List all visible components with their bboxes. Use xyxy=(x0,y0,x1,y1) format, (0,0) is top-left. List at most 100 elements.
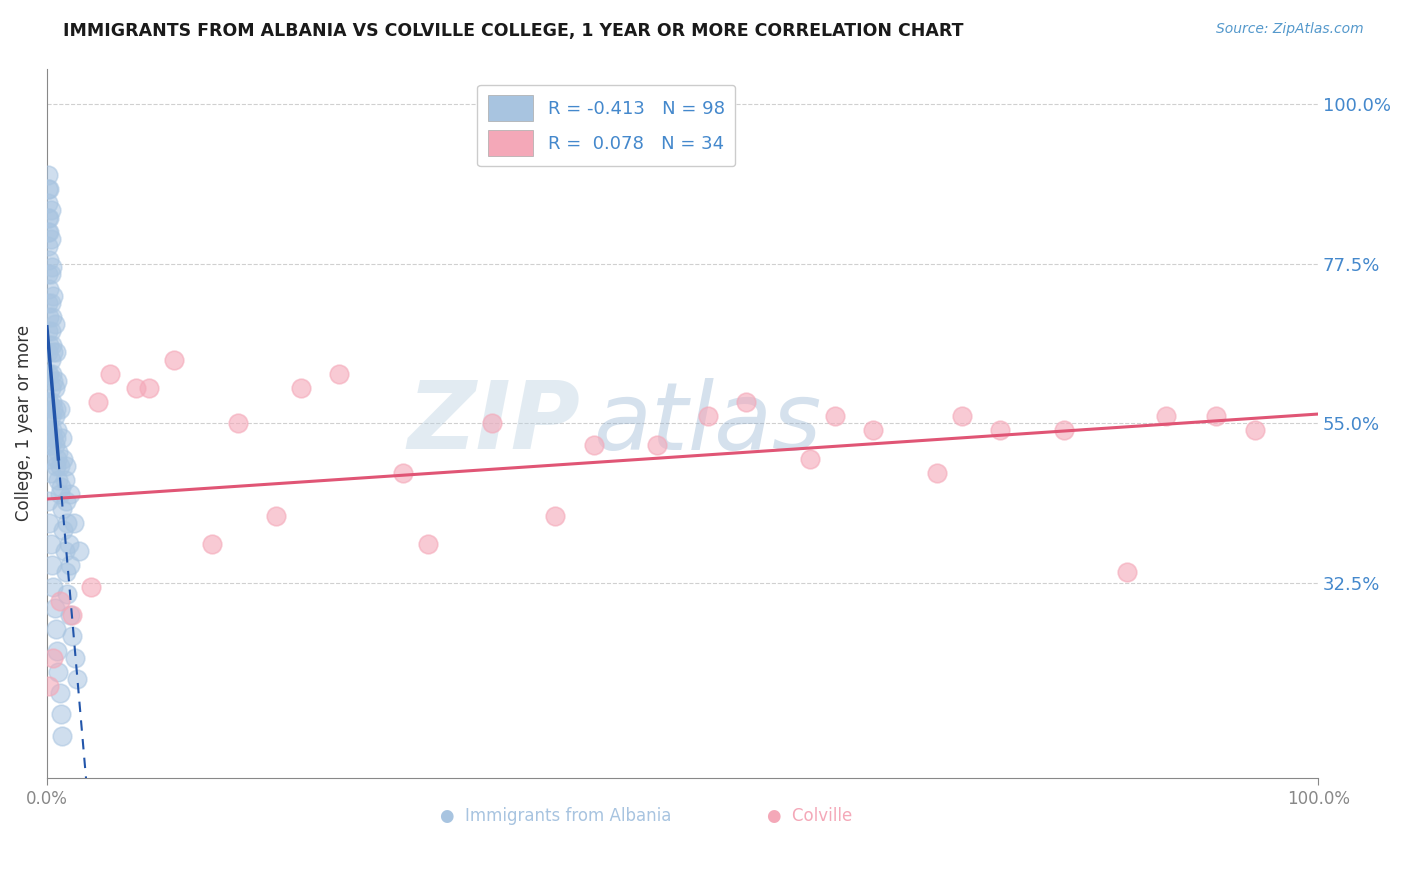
Point xyxy=(38,424,60,438)
Point xyxy=(37,182,59,196)
Point xyxy=(39,537,62,551)
Point xyxy=(1243,424,1265,438)
Point xyxy=(39,409,62,424)
Point xyxy=(49,707,72,722)
Point xyxy=(163,352,186,367)
Point xyxy=(55,566,77,580)
Point xyxy=(38,679,60,693)
Point xyxy=(39,295,62,310)
Point xyxy=(697,409,720,424)
Y-axis label: College, 1 year or more: College, 1 year or more xyxy=(15,326,32,522)
Point xyxy=(58,537,80,551)
Point xyxy=(48,594,70,608)
Point xyxy=(38,182,60,196)
Point xyxy=(53,473,76,487)
Point xyxy=(42,374,65,388)
Point xyxy=(44,317,66,331)
Point xyxy=(100,367,122,381)
Point xyxy=(37,168,59,182)
Point xyxy=(37,239,59,253)
Point xyxy=(44,601,66,615)
Point xyxy=(48,686,70,700)
Point xyxy=(41,558,63,573)
Point xyxy=(42,402,65,417)
Point xyxy=(87,395,110,409)
Point xyxy=(38,225,60,239)
Point xyxy=(63,650,86,665)
Point xyxy=(201,537,224,551)
Point xyxy=(51,501,73,516)
Point xyxy=(481,417,503,431)
Point xyxy=(48,402,70,417)
Point xyxy=(544,508,567,523)
Point xyxy=(125,381,148,395)
Point xyxy=(45,402,67,417)
Point xyxy=(46,424,69,438)
Point xyxy=(39,268,62,282)
Point xyxy=(925,466,948,480)
Point xyxy=(582,438,605,452)
Text: Source: ZipAtlas.com: Source: ZipAtlas.com xyxy=(1216,22,1364,37)
Point xyxy=(37,268,59,282)
Point xyxy=(45,622,67,636)
Point xyxy=(38,451,60,466)
Point xyxy=(60,629,83,643)
Point xyxy=(39,232,62,246)
Point xyxy=(39,381,62,395)
Point xyxy=(38,310,60,324)
Point xyxy=(45,431,67,445)
Point xyxy=(42,288,65,302)
Point xyxy=(52,451,75,466)
Point xyxy=(38,281,60,295)
Point xyxy=(48,487,70,501)
Point xyxy=(55,458,77,473)
Point xyxy=(328,367,350,381)
Point xyxy=(862,424,884,438)
Point xyxy=(46,444,69,458)
Point xyxy=(39,324,62,338)
Point xyxy=(799,451,821,466)
Point xyxy=(59,487,82,501)
Point xyxy=(38,438,60,452)
Point xyxy=(645,438,668,452)
Point xyxy=(39,352,62,367)
Point xyxy=(41,424,63,438)
Point xyxy=(37,424,59,438)
Text: ●  Colville: ● Colville xyxy=(768,807,852,825)
Point xyxy=(38,338,60,352)
Point xyxy=(226,417,249,431)
Point xyxy=(824,409,846,424)
Point xyxy=(41,367,63,381)
Point xyxy=(46,473,69,487)
Point xyxy=(37,417,59,431)
Point xyxy=(138,381,160,395)
Point xyxy=(49,480,72,494)
Point xyxy=(39,438,62,452)
Point xyxy=(38,395,60,409)
Point xyxy=(1154,409,1177,424)
Point xyxy=(42,431,65,445)
Point xyxy=(37,395,59,409)
Point xyxy=(37,196,59,211)
Point xyxy=(62,516,84,530)
Point xyxy=(1205,409,1227,424)
Point xyxy=(56,516,79,530)
Point xyxy=(48,458,70,473)
Point xyxy=(46,451,69,466)
Point xyxy=(41,395,63,409)
Point xyxy=(37,295,59,310)
Text: atlas: atlas xyxy=(593,378,821,469)
Point xyxy=(56,587,79,601)
Point xyxy=(52,523,75,537)
Point xyxy=(41,260,63,275)
Point xyxy=(38,516,60,530)
Point xyxy=(44,409,66,424)
Point xyxy=(46,665,69,679)
Point xyxy=(392,466,415,480)
Text: IMMIGRANTS FROM ALBANIA VS COLVILLE COLLEGE, 1 YEAR OR MORE CORRELATION CHART: IMMIGRANTS FROM ALBANIA VS COLVILLE COLL… xyxy=(63,22,963,40)
Point xyxy=(950,409,973,424)
Point xyxy=(38,367,60,381)
Point xyxy=(46,374,69,388)
Point xyxy=(39,203,62,218)
Point xyxy=(1053,424,1076,438)
